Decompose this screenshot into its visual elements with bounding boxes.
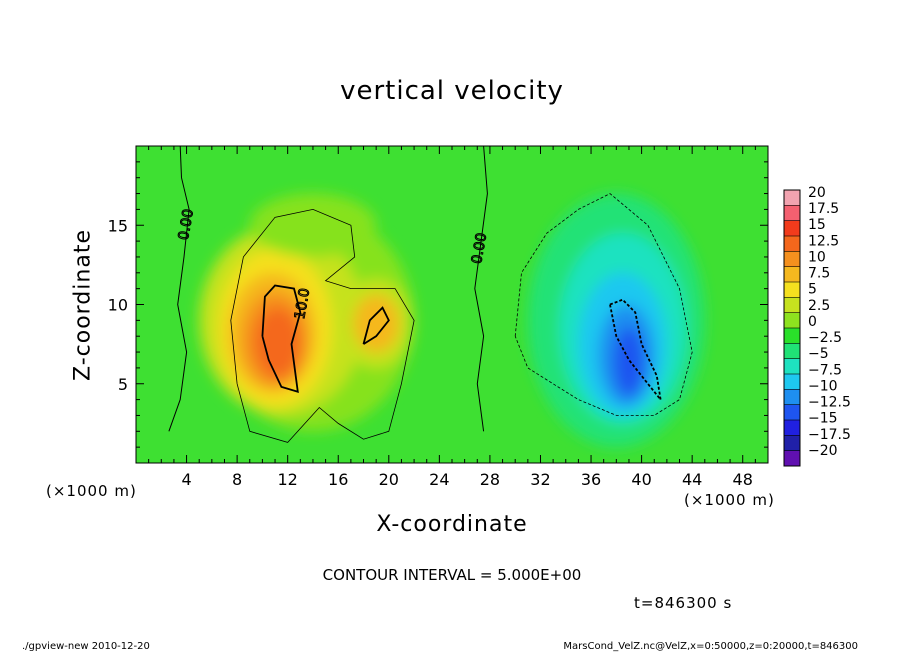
y-axis-label: Z-coordinate: [70, 229, 96, 381]
colorbar-label: −2.5: [808, 330, 842, 346]
contour-label: 10.0: [292, 287, 313, 320]
y-axis: 5 10 15: [108, 161, 768, 448]
x-axis-unit: (×1000 m): [684, 491, 775, 509]
y-tick-label: 15: [108, 216, 128, 235]
colorbar-label: −17.5: [808, 427, 851, 443]
colorbar-swatch: [784, 404, 800, 421]
contour-line: [474, 146, 488, 432]
colorbar-swatch: [784, 205, 800, 222]
contour-line: [261, 284, 302, 393]
colorbar-label: 15: [808, 217, 826, 233]
x-tick-label: 20: [379, 470, 399, 489]
colorbar-label: 17.5: [808, 201, 839, 217]
colorbar-swatch: [784, 220, 800, 237]
contour-line: [362, 306, 390, 345]
colorbar-swatch: [784, 282, 800, 298]
x-tick-label: 4: [181, 470, 191, 489]
colorbar-label: 5: [808, 282, 817, 298]
x-axis-label: X-coordinate: [376, 512, 528, 537]
contour-line: [168, 146, 190, 432]
colorbar-label: −20: [808, 443, 838, 459]
chart-title: vertical velocity: [340, 76, 564, 106]
y-axis-unit: (×1000 m): [46, 482, 137, 500]
x-tick-label: 24: [429, 470, 449, 489]
contour-line: [514, 193, 693, 416]
x-tick-label: 40: [631, 470, 651, 489]
colorbar-swatch: [784, 328, 800, 344]
colorbar-label: −5: [808, 346, 829, 362]
contour-label: 0.00: [469, 232, 490, 265]
colorbar-swatch: [784, 420, 800, 436]
contour-lines: 0.00 10.0 0.00: [168, 146, 693, 443]
y-tick-label: 5: [118, 375, 128, 394]
contour-label: 0.00: [176, 208, 197, 241]
plot-area: 0.00 10.0 0.00: [136, 146, 768, 463]
contour-line: [609, 298, 663, 403]
colorbar: 2017.51512.5107.552.50−2.5−5−7.5−10−12.5…: [783, 185, 851, 467]
colorbar-swatch: [784, 450, 800, 467]
colorbar-swatch: [784, 389, 800, 406]
colorbar-label: 20: [808, 185, 826, 201]
footer-left: ./gpview-new 2010-12-20: [22, 641, 150, 652]
colorbar-label: −7.5: [808, 362, 842, 378]
colorbar-label: −15: [808, 411, 838, 427]
colorbar-label: 0: [808, 314, 817, 330]
x-tick-label: 32: [530, 470, 550, 489]
colorbar-swatch: [784, 297, 800, 314]
colorbar-swatch: [784, 236, 800, 252]
x-axis: 4 8 12 16 20 24 28 32 36 40 44 48: [148, 146, 769, 489]
y-tick-label: 10: [108, 296, 128, 315]
colorbar-swatch: [784, 266, 800, 283]
x-tick-label: 28: [480, 470, 500, 489]
contour-interval: CONTOUR INTERVAL = 5.000E+00: [322, 566, 582, 584]
field-shading-blob: [353, 294, 399, 353]
time-label: t=846300 s: [634, 594, 733, 612]
x-tick-label: 48: [733, 470, 753, 489]
footer-right: MarsCond_VelZ.nc@VelZ,x=0:50000,z=0:2000…: [563, 641, 858, 652]
colorbar-swatch: [784, 312, 800, 329]
x-tick-label: 16: [328, 470, 348, 489]
field-shading-blob: [249, 193, 377, 257]
colorbar-label: 7.5: [808, 266, 830, 282]
colorbar-label: 10: [808, 249, 826, 265]
colorbar-label: −12.5: [808, 395, 851, 411]
x-tick-label: 44: [682, 470, 702, 489]
contour-line: [230, 208, 415, 443]
colorbar-label: 2.5: [808, 298, 830, 314]
colorbar-label: 12.5: [808, 233, 839, 249]
x-tick-label: 8: [232, 470, 242, 489]
colorbar-swatch: [784, 374, 800, 390]
colorbar-swatch: [784, 358, 800, 375]
colorbar-swatch: [784, 190, 800, 206]
colorbar-label: −10: [808, 378, 838, 394]
colorbar-swatch: [784, 251, 800, 268]
colorbar-swatch: [784, 343, 800, 360]
x-tick-label: 36: [581, 470, 601, 489]
field-shading-blob: [254, 307, 301, 378]
x-tick-label: 12: [278, 470, 298, 489]
colorbar-swatch: [784, 435, 800, 452]
